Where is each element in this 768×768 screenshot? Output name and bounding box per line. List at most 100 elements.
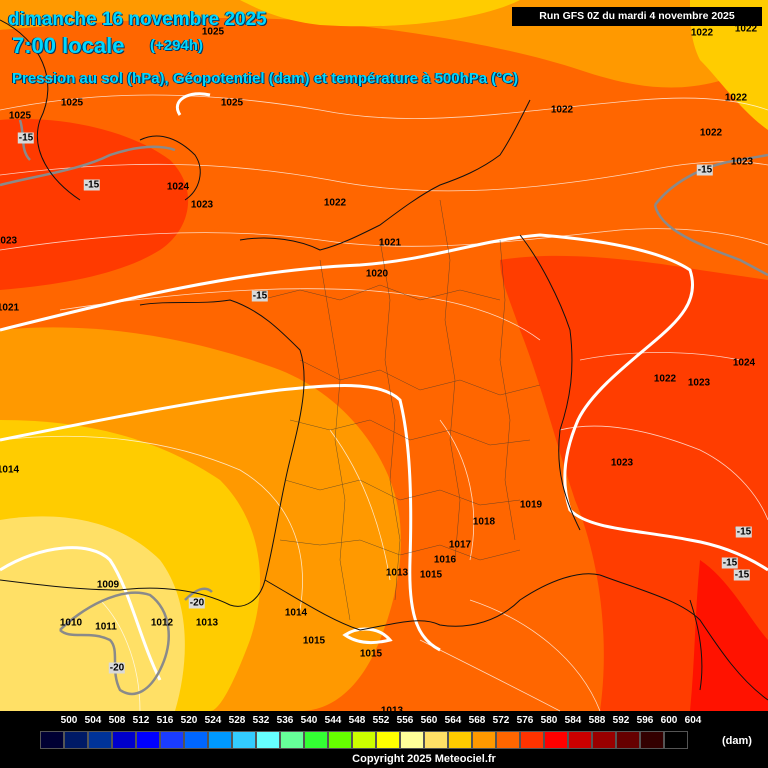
copyright-notice: Copyright 2025 Meteociel.fr: [352, 753, 496, 765]
pressure-label: 1015: [302, 635, 326, 647]
field-560-southwest: [0, 516, 185, 711]
legend-swatch: [568, 731, 592, 749]
legend-swatch: [160, 731, 184, 749]
field-564-northeast: [690, 0, 768, 130]
legend-swatch: [448, 731, 472, 749]
pressure-label: 1022: [323, 197, 347, 209]
legend-swatch: [328, 731, 352, 749]
temperature-label: -20: [108, 662, 126, 674]
legend-tick-label: 544: [324, 715, 342, 726]
legend-swatch: [640, 731, 664, 749]
field-576-west: [0, 119, 189, 291]
pressure-label: 1009: [96, 579, 120, 591]
legend-swatch: [112, 731, 136, 749]
pressure-label: 1023: [687, 377, 711, 389]
legend-tick-label: 560: [420, 715, 438, 726]
legend-tick-label: 584: [564, 715, 582, 726]
department-borders: [259, 199, 541, 621]
model-run-label: Run GFS 0Z du mardi 4 novembre 2025: [512, 7, 762, 26]
pressure-label: 1022: [690, 27, 714, 39]
pressure-label: 1022: [550, 104, 574, 116]
legend-swatch: [544, 731, 568, 749]
legend-tick-label: 516: [156, 715, 174, 726]
pressure-label: 1023: [190, 199, 214, 211]
pressure-label: 1024: [732, 357, 756, 369]
legend-tick-label: 580: [540, 715, 558, 726]
legend-swatch: [664, 731, 688, 749]
temperature-label: -20: [188, 597, 206, 609]
color-legend: 500 504 508 512 516 520 524 528 532 536 540 544 548 5…: [0, 711, 768, 768]
pressure-label: 1012: [150, 617, 174, 629]
legend-tick-label: 576: [516, 715, 534, 726]
pressure-label: 1022: [653, 373, 677, 385]
pressure-label: 1022: [734, 23, 758, 35]
temperature-label: -15: [83, 179, 101, 191]
legend-tick-label: 508: [108, 715, 126, 726]
legend-swatch: [232, 731, 256, 749]
legend-swatch: [280, 731, 304, 749]
pressure-label: 1019: [519, 499, 543, 511]
pressure-label: 1014: [284, 607, 308, 619]
forecast-offset: (+294h): [150, 37, 203, 54]
temperature-label: -15: [251, 290, 269, 302]
temperature-label: -15: [733, 569, 751, 581]
pressure-label: 1023: [610, 457, 634, 469]
map-subtitle: Pression au sol (hPa), Géopotentiel (dam…: [12, 70, 519, 87]
legend-swatch: [304, 731, 328, 749]
legend-swatch: [184, 731, 208, 749]
legend-swatch: [88, 731, 112, 749]
legend-swatch: [40, 731, 64, 749]
legend-tick-label: 536: [276, 715, 294, 726]
pressure-label: 1013: [380, 705, 404, 717]
legend-swatch: [256, 731, 280, 749]
pressure-label: 1021: [0, 302, 20, 314]
legend-tick-label: 552: [372, 715, 390, 726]
legend-tick-label: 528: [228, 715, 246, 726]
pressure-label: 1010: [59, 617, 83, 629]
pressure-label: 1013: [195, 617, 219, 629]
legend-tick-label: 600: [660, 715, 678, 726]
legend-swatch: [424, 731, 448, 749]
legend-unit: (dam): [722, 735, 752, 747]
temperature-label: -15: [735, 526, 753, 538]
legend-swatch: [352, 731, 376, 749]
legend-tick-label: 564: [444, 715, 462, 726]
legend-swatch: [616, 731, 640, 749]
pressure-label: 1025: [220, 97, 244, 109]
legend-swatch: [496, 731, 520, 749]
legend-tick-label: 532: [252, 715, 270, 726]
legend-swatch: [208, 731, 232, 749]
pressure-label: 1021: [378, 237, 402, 249]
pressure-label: 1023: [0, 235, 18, 247]
pressure-label: 1020: [365, 268, 389, 280]
pressure-label: 1022: [724, 92, 748, 104]
pressure-label: 1025: [201, 26, 225, 38]
legend-tick-label: 540: [300, 715, 318, 726]
legend-tick-label: 500: [60, 715, 78, 726]
legend-swatch: [136, 731, 160, 749]
pressure-label: 1015: [359, 648, 383, 660]
pressure-label: 1011: [95, 621, 117, 633]
legend-tick-label: 568: [468, 715, 486, 726]
legend-tick-label: 504: [84, 715, 102, 726]
field-564-north: [240, 0, 520, 27]
pressure-label: 1018: [472, 516, 496, 528]
legend-swatches: [40, 731, 688, 749]
temperature-label: -15: [721, 557, 739, 569]
pressure-label: 1025: [60, 97, 84, 109]
legend-tick-label: 524: [204, 715, 222, 726]
legend-tick-label: 520: [180, 715, 198, 726]
legend-tick-label: 556: [396, 715, 414, 726]
temperature-label: -15: [696, 164, 714, 176]
pressure-label: 1022: [699, 127, 723, 139]
isotherms: [0, 119, 768, 696]
field-580-southeast: [690, 560, 768, 711]
forecast-time: 7:00 locale: [12, 33, 125, 58]
pressure-label: 1024: [166, 181, 190, 193]
temperature-label: -15: [17, 132, 35, 144]
legend-swatch: [64, 731, 88, 749]
legend-tick-label: 596: [636, 715, 654, 726]
pressure-label: 1014: [0, 464, 20, 476]
